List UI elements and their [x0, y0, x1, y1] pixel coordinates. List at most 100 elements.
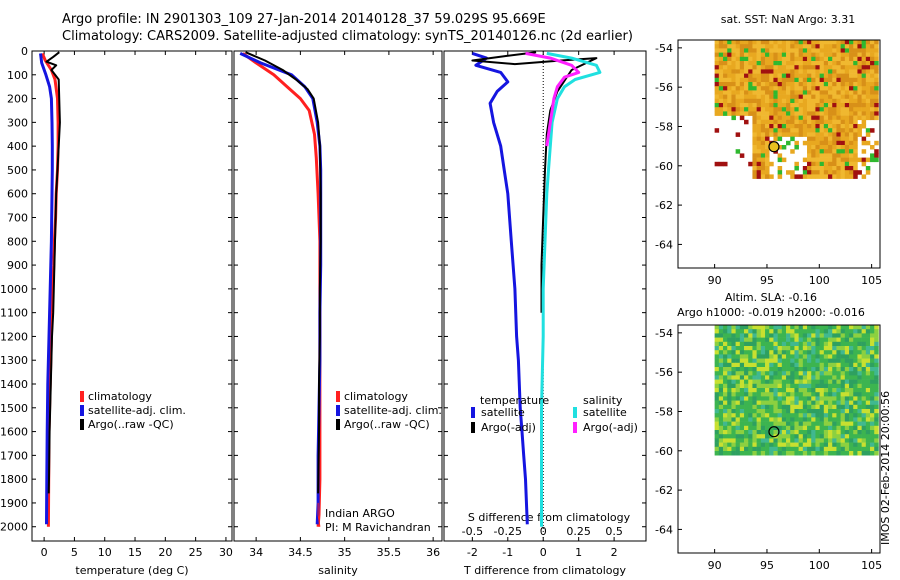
field-cell	[744, 442, 749, 448]
field-cell	[739, 442, 745, 448]
field-cell	[857, 346, 862, 351]
field-cell	[861, 94, 867, 100]
field-cell	[714, 358, 720, 364]
field-cell	[765, 400, 770, 406]
field-cell	[756, 371, 762, 376]
field-cell	[849, 388, 854, 393]
field-cell	[811, 346, 816, 351]
field-cell	[832, 65, 837, 70]
field-cell	[744, 379, 749, 385]
field-cell	[802, 404, 808, 410]
field-cell	[781, 69, 787, 74]
field-cell	[819, 409, 825, 414]
field-cell	[781, 77, 787, 83]
field-cell	[727, 77, 732, 83]
field-cell	[840, 157, 846, 163]
field-cell	[861, 48, 867, 53]
field-cell	[844, 136, 850, 142]
field-cell	[874, 379, 879, 385]
field-cell	[874, 417, 879, 422]
field-cell	[773, 333, 778, 338]
field-cell	[769, 430, 774, 435]
field-cell	[765, 128, 770, 133]
x-tick-label: -1	[502, 546, 513, 559]
field-cell	[828, 350, 833, 355]
field-cell	[807, 77, 812, 83]
field-cell	[714, 400, 720, 406]
field-cell	[790, 86, 795, 91]
field-cell	[756, 438, 762, 443]
field-cell	[760, 438, 766, 443]
field-cell	[865, 56, 871, 62]
field-cell	[823, 371, 829, 376]
field-cell	[874, 94, 879, 100]
field-cell	[760, 115, 766, 121]
field-cell	[760, 346, 766, 351]
field-cell	[798, 392, 804, 397]
field-cell	[739, 362, 745, 368]
field-cell	[769, 161, 774, 167]
field-cell	[765, 170, 770, 175]
field-cell	[756, 161, 762, 167]
field-cell	[802, 354, 808, 359]
field-cell	[760, 61, 766, 66]
field-cell	[828, 388, 833, 393]
field-cell	[844, 333, 850, 338]
field-cell	[752, 128, 757, 133]
field-cell	[857, 132, 862, 137]
field-cell	[802, 90, 808, 95]
field-cell	[727, 388, 732, 393]
field-cell	[870, 153, 875, 158]
field-cell	[773, 371, 778, 376]
field-cell	[832, 396, 837, 401]
field-cell	[739, 56, 745, 62]
field-cell	[718, 430, 724, 435]
field-cell	[861, 346, 867, 351]
field-cell	[760, 166, 766, 171]
field-cell	[815, 367, 820, 372]
field-cell	[756, 94, 762, 100]
field-cell	[857, 383, 862, 389]
field-cell	[861, 111, 867, 116]
field-cell	[840, 367, 846, 372]
field-cell	[828, 362, 833, 368]
field-cell	[861, 438, 867, 443]
field-cell	[865, 48, 871, 53]
field-cell	[794, 48, 799, 53]
field-cell	[756, 421, 762, 427]
field-cell	[874, 446, 879, 452]
field-cell	[819, 166, 825, 171]
field-cell	[794, 98, 799, 104]
field-cell	[773, 136, 778, 142]
field-cell	[865, 157, 871, 163]
field-cell	[840, 350, 846, 355]
field-cell	[832, 40, 837, 45]
field-cell	[756, 98, 762, 104]
field-cell	[794, 86, 799, 91]
field-cell	[794, 413, 799, 418]
field-cell	[781, 157, 787, 163]
field-cell	[735, 65, 741, 70]
field-cell	[807, 174, 812, 179]
field-cell	[773, 367, 778, 372]
field-cell	[807, 119, 812, 125]
field-cell	[836, 174, 841, 179]
field-cell	[865, 434, 871, 439]
field-cell	[844, 379, 850, 385]
field-cell	[832, 149, 837, 154]
field-cell	[752, 430, 757, 435]
field-cell	[861, 56, 867, 62]
field-cell	[781, 82, 787, 87]
field-cell	[807, 166, 812, 171]
field-cell	[865, 325, 871, 330]
field-cell	[794, 358, 799, 364]
field-cell	[828, 434, 833, 439]
field-cell	[836, 136, 841, 142]
field-cell	[798, 371, 804, 376]
field-cell	[723, 69, 728, 74]
field-cell	[735, 52, 741, 58]
field-cell	[844, 124, 850, 129]
field-cell	[819, 77, 825, 83]
field-cell	[861, 375, 867, 380]
field-cell	[828, 430, 833, 435]
